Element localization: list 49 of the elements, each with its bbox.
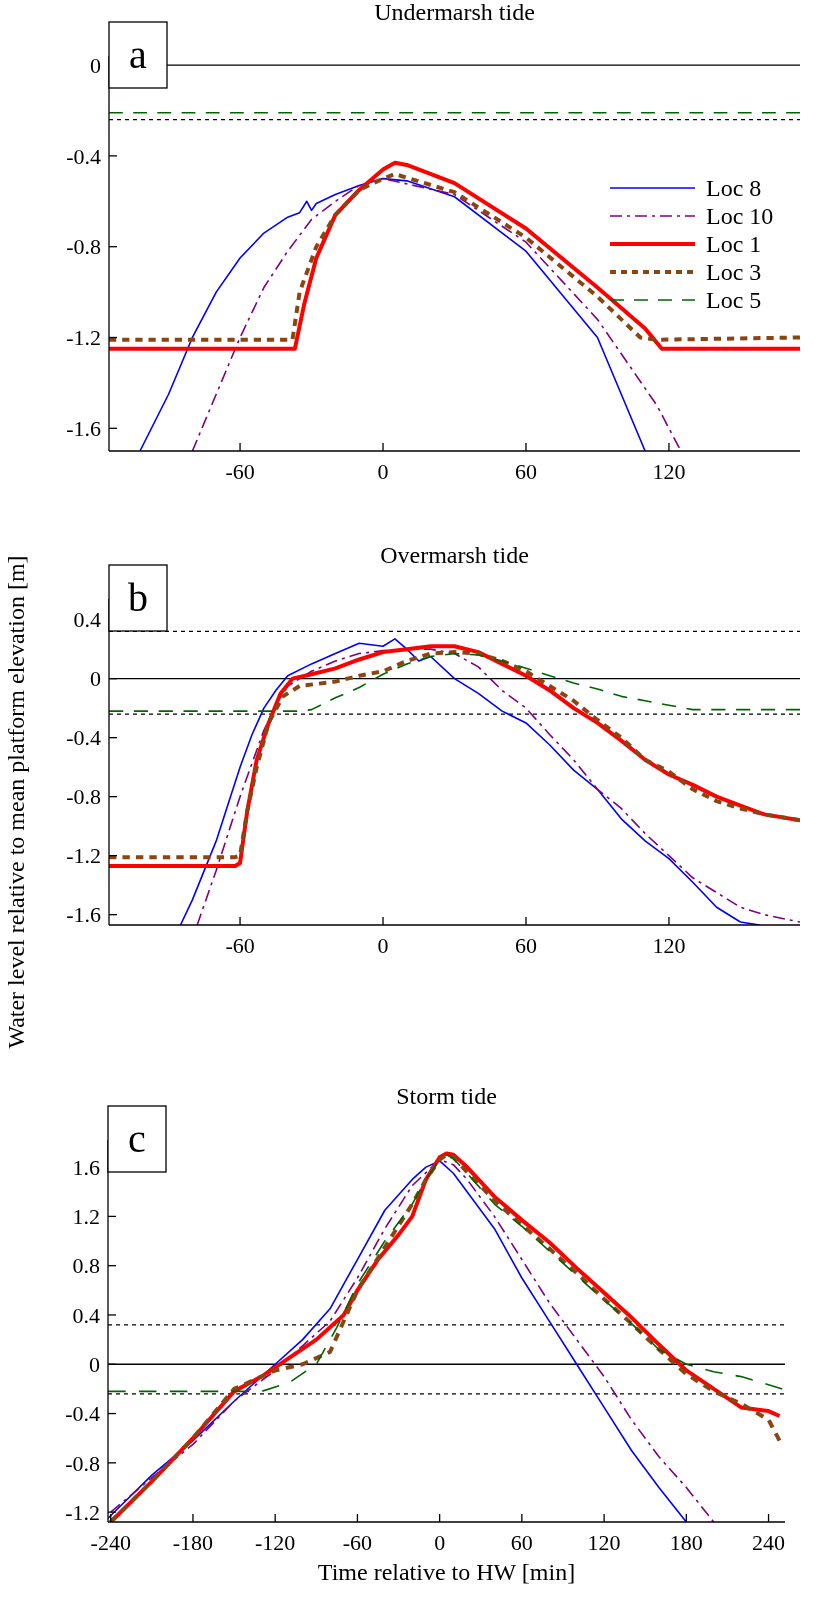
x-tick-label: 60 <box>514 933 537 958</box>
y-tick-label: -0.4 <box>66 143 101 169</box>
y-tick-label: 0 <box>89 1351 100 1377</box>
legend-label: Loc 10 <box>706 203 774 230</box>
x-tick-label: 120 <box>587 1530 621 1555</box>
y-tick-label: -1.2 <box>65 1499 100 1525</box>
x-tick-label: -240 <box>90 1530 131 1555</box>
annotation: a <box>129 32 148 77</box>
y-axis-title: Water level relative to mean platform elevation [m] <box>3 555 29 1049</box>
y-tick-label: -0.4 <box>66 725 101 751</box>
chart-title: Storm tide <box>396 1083 497 1109</box>
y-tick-label: -1.6 <box>66 416 101 441</box>
legend-label: Loc 8 <box>706 175 762 202</box>
x-axis-title: Time relative to HW [min] <box>317 1559 576 1585</box>
x-tick-label: -120 <box>255 1530 296 1555</box>
y-tick-label: 0 <box>90 52 101 78</box>
y-tick-label: 1.6 <box>72 1154 100 1180</box>
x-tick-label: 180 <box>669 1530 703 1555</box>
y-tick-label: -1.2 <box>66 843 101 869</box>
x-tick-label: 0 <box>377 459 389 484</box>
chart-title: Undermarsh tide <box>374 0 535 25</box>
x-tick-label: -60 <box>225 933 255 958</box>
annotation: b <box>128 575 148 620</box>
chart-title: Overmarsh tide <box>380 542 529 568</box>
x-tick-label: 60 <box>510 1530 533 1555</box>
y-tick-label: -0.8 <box>66 234 101 260</box>
y-tick-label: 1.2 <box>72 1204 100 1230</box>
x-tick-label: -180 <box>172 1530 214 1555</box>
legend-label: Loc 1 <box>706 231 762 258</box>
y-tick-label: -0.8 <box>66 784 101 810</box>
y-tick-label: -0.8 <box>65 1450 100 1476</box>
x-tick-label: 60 <box>514 459 537 484</box>
x-tick-label: 0 <box>377 933 389 958</box>
y-tick-label: 0.4 <box>73 607 101 633</box>
x-tick-label: 240 <box>752 1530 786 1555</box>
x-tick-label: -60 <box>342 1530 373 1555</box>
legend-label: Loc 3 <box>706 259 762 286</box>
legend-label: Loc 5 <box>706 287 762 314</box>
y-tick-label: 0.4 <box>72 1302 100 1328</box>
x-tick-label: -60 <box>225 459 255 484</box>
y-tick-label: -1.2 <box>66 325 101 351</box>
x-tick-label: 120 <box>652 933 686 958</box>
y-tick-label: 0 <box>90 666 101 692</box>
x-tick-label: 0 <box>434 1530 446 1555</box>
annotation: c <box>128 1116 146 1161</box>
y-tick-label: 0.8 <box>72 1253 100 1279</box>
y-tick-label: -1.6 <box>66 902 101 928</box>
x-tick-label: 120 <box>652 459 686 484</box>
y-tick-label: -0.4 <box>65 1401 100 1427</box>
